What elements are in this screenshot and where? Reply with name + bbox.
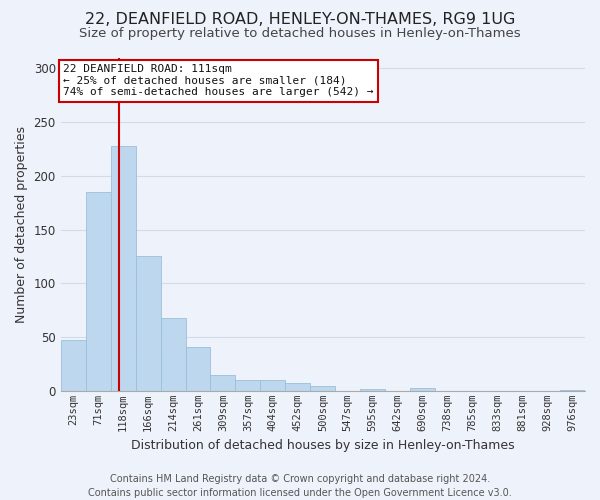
- Bar: [185, 347, 211, 391]
- Bar: [235, 380, 260, 391]
- Bar: [560, 390, 585, 391]
- Text: 22 DEANFIELD ROAD: 111sqm
← 25% of detached houses are smaller (184)
74% of semi: 22 DEANFIELD ROAD: 111sqm ← 25% of detac…: [63, 64, 374, 98]
- Bar: [211, 375, 235, 391]
- Bar: [61, 340, 86, 391]
- Bar: [161, 318, 185, 391]
- Bar: [310, 386, 335, 391]
- Bar: [410, 388, 435, 391]
- Y-axis label: Number of detached properties: Number of detached properties: [15, 126, 28, 322]
- Bar: [136, 256, 161, 391]
- Bar: [110, 146, 136, 391]
- Bar: [286, 384, 310, 391]
- Text: Size of property relative to detached houses in Henley-on-Thames: Size of property relative to detached ho…: [79, 28, 521, 40]
- Bar: [360, 388, 385, 391]
- Bar: [86, 192, 110, 391]
- Text: Contains HM Land Registry data © Crown copyright and database right 2024.
Contai: Contains HM Land Registry data © Crown c…: [88, 474, 512, 498]
- Bar: [260, 380, 286, 391]
- Text: 22, DEANFIELD ROAD, HENLEY-ON-THAMES, RG9 1UG: 22, DEANFIELD ROAD, HENLEY-ON-THAMES, RG…: [85, 12, 515, 28]
- X-axis label: Distribution of detached houses by size in Henley-on-Thames: Distribution of detached houses by size …: [131, 440, 515, 452]
